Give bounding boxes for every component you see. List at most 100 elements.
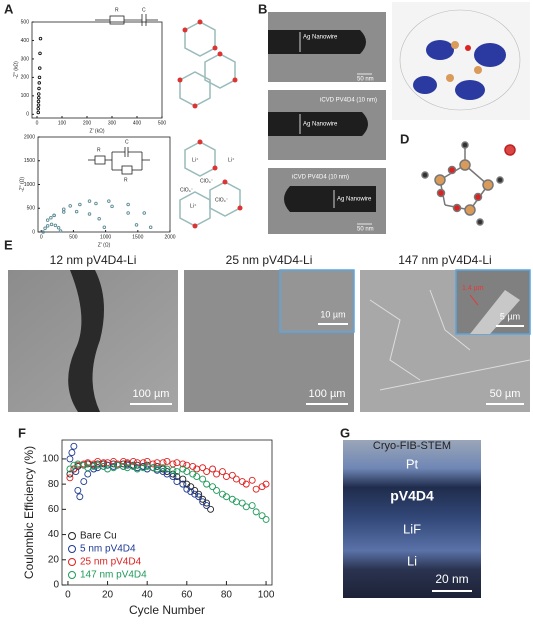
data-point (90, 463, 98, 470)
data-point (87, 212, 92, 216)
data-point (173, 468, 181, 475)
sem-images (8, 269, 531, 412)
y-tick-label: 0 (32, 229, 35, 235)
data-point (38, 36, 43, 41)
legend-label: Bare Cu (80, 531, 117, 542)
data-point (97, 216, 101, 221)
image-title: 147 nm pV4D4-Li (398, 253, 491, 267)
x-tick-label: 1500 (132, 234, 143, 240)
data-point (173, 478, 181, 486)
data-point (179, 480, 187, 488)
data-point (126, 202, 130, 207)
y-tick-label: 80 (48, 479, 60, 490)
image-title: Cryo-FIB-STEM (373, 440, 451, 452)
data-point (66, 474, 74, 482)
x-tick-label: 400 (133, 120, 142, 126)
data-point (102, 225, 107, 229)
data-point (163, 470, 171, 478)
y-axis-label: Coulombic Efficiency (%) (22, 446, 36, 579)
data-point (153, 459, 161, 467)
data-point (213, 486, 220, 494)
scale-label: 5 µm (500, 311, 520, 321)
nanowire-label: Ag Nanowire (303, 35, 338, 41)
data-point (179, 475, 187, 483)
ion-label: Li⁺ (228, 157, 235, 163)
layer-label: Li (407, 553, 417, 568)
y-axis-label: -Z'' (Ω) (19, 177, 25, 192)
data-point (179, 460, 187, 468)
scale-label: 50 nm (357, 227, 374, 233)
data-point (203, 480, 211, 488)
y-tick-label: 20 (48, 554, 60, 565)
circuit-label: C (142, 7, 146, 13)
data-point (199, 464, 207, 472)
legend-label: 5 nm pV4D4 (80, 544, 136, 555)
data-point (203, 499, 211, 507)
legend-marker (68, 558, 76, 566)
coating-label: iCVD PV4D4 (10 nm) (292, 175, 349, 181)
x-tick-label: 0 (36, 120, 39, 126)
data-point (66, 470, 74, 478)
nanowire-label: Ag Nanowire (337, 197, 372, 203)
x-tick-label: 500 (69, 234, 78, 240)
data-point (252, 508, 260, 516)
data-point (119, 463, 127, 470)
data-point (100, 459, 108, 467)
circuit-top (95, 14, 158, 26)
data-point (163, 457, 171, 465)
data-point (56, 225, 61, 230)
y-tick-label: 60 (48, 504, 60, 515)
y-tick-label: 300 (21, 56, 30, 62)
data-point (107, 199, 111, 203)
data-point (38, 51, 42, 56)
y-tick-label: 1000 (24, 182, 35, 188)
circuit-label: R (115, 7, 119, 13)
data-point (45, 218, 50, 222)
x-tick-label: 2000 (164, 234, 175, 240)
data-point (139, 464, 147, 472)
ion-label: Li⁺ (190, 203, 197, 209)
x-tick-label: 200 (83, 120, 92, 126)
image-title: 12 nm pV4D4-Li (50, 253, 137, 267)
data-point (37, 92, 41, 96)
layer-label: pV4D4 (390, 488, 434, 504)
data-point (173, 473, 181, 481)
panel-label: G (340, 425, 350, 440)
data-point (207, 505, 215, 513)
x-axis-label: Z' (Ω) (98, 242, 111, 248)
image-title: 25 nm pV4D4-Li (226, 253, 313, 267)
nanowire-label: Ag Nanowire (303, 122, 338, 128)
data-point (62, 207, 66, 211)
data-point (139, 459, 147, 467)
x-tick-label: 100 (258, 590, 275, 601)
data-point (36, 99, 41, 104)
data-point (38, 66, 42, 70)
panel-label: A (4, 1, 14, 16)
data-point (203, 468, 211, 475)
data-point (41, 230, 45, 234)
x-tick-label: 40 (142, 590, 154, 601)
ion-label: ClO₄⁻ (180, 187, 194, 193)
data-point (142, 211, 146, 215)
data-point (68, 449, 76, 457)
data-point (126, 211, 130, 215)
measure-label: 1.4 µm (462, 285, 484, 292)
y-axis-label: -Z'' (kΩ) (13, 61, 19, 79)
data-point (49, 222, 54, 227)
legend-marker (68, 571, 76, 579)
data-point (134, 223, 139, 227)
ion-label: ClO₄⁻ (200, 178, 214, 184)
data-point (248, 502, 256, 510)
circuit-label: C (125, 139, 129, 145)
data-point (242, 503, 250, 511)
x-axis-label: Z' (kΩ) (90, 128, 105, 134)
data-point (193, 473, 201, 481)
data-point (129, 457, 137, 465)
scale-label: 100 µm (309, 388, 346, 400)
data-point (45, 224, 50, 228)
data-point (195, 490, 203, 498)
measure-line (469, 294, 479, 306)
orbital-image (392, 2, 530, 120)
data-point (228, 471, 236, 479)
